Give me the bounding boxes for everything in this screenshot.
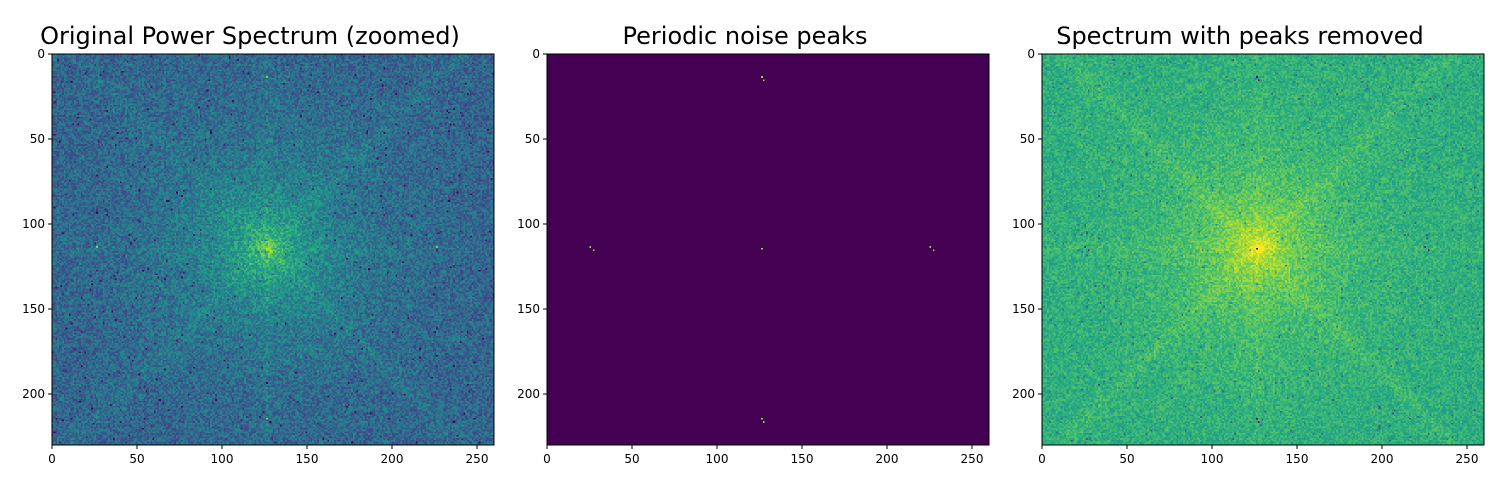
- chart-periodic-noise-peaks: 0 50 100 150 200 250 0 50 100 150 200: [517, 47, 990, 466]
- y-tick-label: 200: [22, 387, 45, 401]
- y-tick-label: 100: [1012, 217, 1035, 231]
- x-tick-label: 150: [791, 452, 814, 466]
- chart-peaks-removed: 0 50 100 150 200 250 0 50 100 150 200: [1012, 47, 1485, 466]
- y-tick-label: 50: [30, 132, 45, 146]
- chart-title: Original Power Spectrum (zoomed): [40, 22, 460, 50]
- y-tick-label: 150: [1012, 302, 1035, 316]
- x-tick-label: 200: [1371, 452, 1394, 466]
- x-tick-label: 100: [706, 452, 729, 466]
- x-tick-label: 200: [876, 452, 899, 466]
- y-tick-label: 100: [517, 217, 540, 231]
- plot-frame: [1041, 53, 1485, 446]
- y-tick-label: 150: [517, 302, 540, 316]
- panel-periodic-noise-peaks: Periodic noise peaks 0 50 100 150 200 250 0 50 1…: [495, 0, 995, 500]
- y-tick-label: 100: [22, 217, 45, 231]
- y-tick-label: 50: [525, 132, 540, 146]
- y-tick-label: 150: [22, 302, 45, 316]
- x-tick-label: 150: [1286, 452, 1309, 466]
- x-tick-label: 50: [129, 452, 144, 466]
- chart-title: Periodic noise peaks: [622, 22, 868, 50]
- plot-frame: [51, 53, 495, 446]
- x-tick-label: 100: [211, 452, 234, 466]
- panel-peaks-removed: Spectrum with peaks removed 0 50 100 150 200…: [990, 0, 1490, 500]
- chart-title: Spectrum with peaks removed: [1056, 22, 1424, 50]
- x-tick-label: 0: [543, 452, 551, 466]
- plot-frame: [546, 53, 990, 446]
- y-tick-label: 200: [517, 387, 540, 401]
- x-tick-label: 250: [466, 452, 489, 466]
- y-tick-label: 50: [1020, 132, 1035, 146]
- heatmap-image: [52, 54, 494, 445]
- y-tick-label: 0: [37, 47, 45, 61]
- x-tick-label: 200: [381, 452, 404, 466]
- x-tick-label: 50: [1119, 452, 1134, 466]
- x-tick-label: 250: [1456, 452, 1479, 466]
- heatmap-image: [547, 54, 989, 445]
- panel-original-spectrum: Original Power Spectrum (zoomed) 0 50 100 1…: [0, 0, 500, 500]
- x-tick-label: 150: [296, 452, 319, 466]
- y-tick-label: 0: [1027, 47, 1035, 61]
- heatmap-image: [1042, 54, 1484, 445]
- x-tick-label: 100: [1201, 452, 1224, 466]
- chart-original-spectrum: 0 50 100 150 200 250 0 50 100 150 200: [22, 47, 495, 466]
- x-tick-label: 0: [48, 452, 56, 466]
- x-tick-label: 250: [961, 452, 984, 466]
- x-tick-label: 0: [1038, 452, 1046, 466]
- x-tick-label: 50: [624, 452, 639, 466]
- y-tick-label: 200: [1012, 387, 1035, 401]
- y-tick-label: 0: [532, 47, 540, 61]
